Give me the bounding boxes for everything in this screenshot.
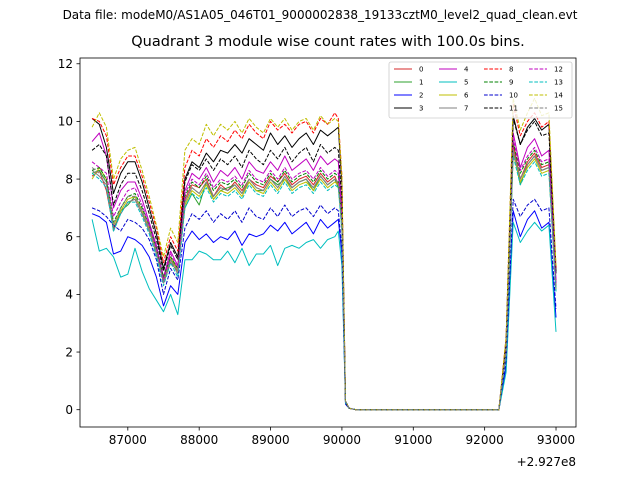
series-line-12	[91, 138, 557, 411]
legend-label: 10	[509, 92, 518, 100]
y-tick-label: 6	[65, 230, 73, 244]
y-tick-label: 10	[58, 115, 73, 129]
y-tick-label: 2	[65, 345, 73, 359]
y-axis: 0 2 4 6 8 10 12	[58, 57, 80, 417]
legend-label: 12	[554, 66, 563, 74]
axes-frame	[79, 57, 577, 428]
x-tick-label: 92000	[466, 433, 504, 447]
legend-label: 9	[509, 79, 513, 87]
legend-label: 3	[419, 105, 423, 113]
y-tick-label: 8	[65, 172, 73, 186]
x-tick-label: 93000	[537, 433, 575, 447]
legend-label: 7	[464, 105, 468, 113]
series-line-13	[91, 155, 557, 411]
legend-label: 4	[464, 66, 469, 74]
legend-label: 13	[554, 79, 563, 87]
x-axis: 87000 88000 89000 90000 91000 92000 93000	[109, 427, 575, 447]
legend-label: 5	[464, 79, 468, 87]
chart-title: Quadrant 3 module wise count rates with …	[131, 34, 525, 50]
y-tick-label: 4	[65, 288, 73, 302]
series-line-10	[91, 198, 557, 411]
legend-label: 6	[464, 92, 469, 100]
legend-box	[388, 61, 573, 119]
y-tick-label: 0	[65, 403, 73, 417]
series-line-6	[91, 152, 557, 411]
series-line-2	[91, 210, 557, 411]
figure-suptitle: Data file: modeM0/AS1A05_046T01_90000028…	[62, 8, 578, 22]
series-line-11	[91, 118, 557, 411]
x-offset-label: +2.927e8	[517, 455, 576, 469]
plot-lines	[91, 97, 557, 411]
x-tick-label: 91000	[394, 433, 432, 447]
legend-label: 1	[419, 79, 423, 87]
x-tick-label: 87000	[109, 433, 147, 447]
x-tick-label: 89000	[251, 433, 289, 447]
legend-label: 11	[509, 105, 518, 113]
x-tick-label: 88000	[180, 433, 218, 447]
x-tick-label: 90000	[323, 433, 361, 447]
series-line-14	[91, 97, 557, 411]
series-line-8	[91, 103, 557, 411]
y-tick-label: 12	[58, 57, 73, 71]
legend-label: 2	[419, 92, 423, 100]
series-line-15	[91, 149, 557, 411]
legend-label: 8	[509, 66, 513, 74]
legend-label: 0	[419, 66, 423, 74]
legend-label: 14	[554, 92, 563, 100]
legend-label: 15	[554, 105, 563, 113]
